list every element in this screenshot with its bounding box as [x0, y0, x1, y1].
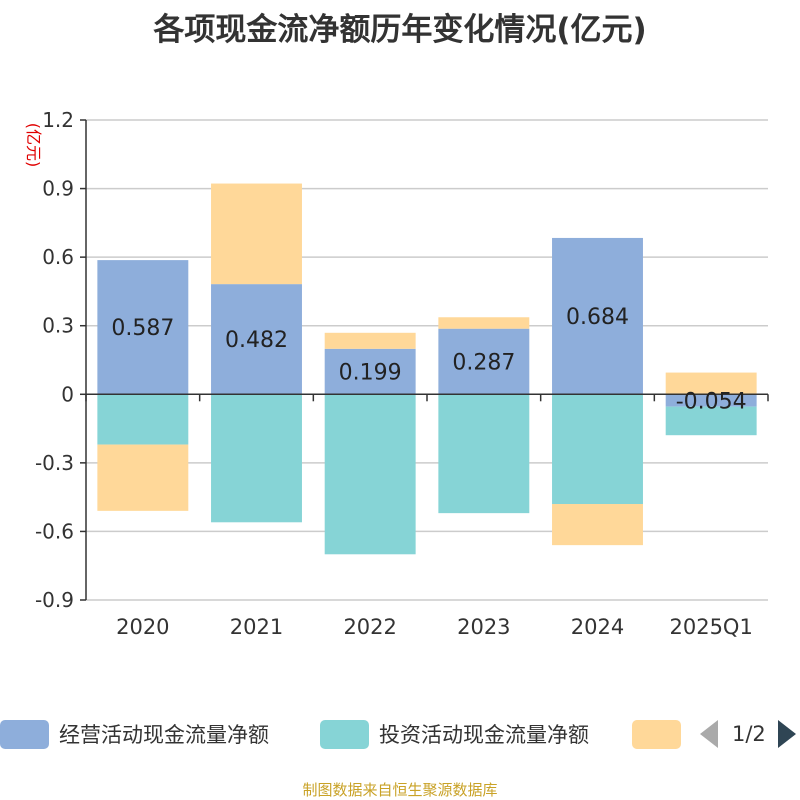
x-tick-label: 2025Q1	[669, 615, 752, 639]
bars	[97, 183, 757, 555]
data-labels: 0.587 0.482 0.199 0.287 0.684 -0.054	[111, 305, 746, 414]
bar-segment-2025Q1-series-2[interactable]	[665, 372, 757, 395]
grid-lines	[86, 119, 768, 601]
legend-swatch-financing	[632, 719, 681, 749]
legend-pager: 1/2	[700, 714, 796, 754]
bar-segment-2021-series-2[interactable]	[211, 183, 302, 285]
x-tick-label: 2022	[343, 615, 396, 639]
bar-segment-2025Q1-series-1[interactable]	[665, 406, 757, 436]
pager-next-icon[interactable]	[777, 720, 796, 748]
data-label-2022: 0.199	[339, 361, 402, 386]
bar-segment-2021-series-1[interactable]	[211, 394, 302, 523]
y-tick-label: -0.6	[35, 519, 74, 543]
y-tick-label: 1.2	[42, 108, 74, 132]
bar-segment-2022-series-1[interactable]	[324, 394, 416, 555]
legend: 经营活动现金流量净额 投资活动现金流量净额	[0, 714, 800, 754]
y-tick-label: 0	[61, 382, 74, 406]
chart-title: 各项现金流净额历年变化情况(亿元)	[153, 12, 647, 48]
bar-segment-2024-series-2[interactable]	[552, 504, 643, 546]
bar-segment-2023-series-1[interactable]	[438, 394, 530, 514]
legend-item-operating[interactable]: 经营活动现金流量净额	[0, 714, 269, 754]
bar-segment-2020-series-0[interactable]	[97, 260, 189, 395]
y-tick-label: -0.9	[35, 588, 74, 612]
bar-segment-2022-series-2[interactable]	[324, 332, 416, 349]
data-label-2020: 0.587	[111, 316, 174, 341]
x-tick-label: 2024	[571, 615, 624, 639]
axes: 1.2 0.9 0.6 0.3 0 -0.3 -0.6 -0.9 2020 2021 2022 202…	[35, 108, 769, 639]
x-tick-label: 2023	[457, 615, 510, 639]
y-tick-label: -0.3	[35, 451, 74, 475]
data-label-2023: 0.287	[452, 350, 515, 375]
bar-segment-2024-series-0[interactable]	[552, 237, 643, 395]
x-tick-label: 2021	[230, 615, 283, 639]
y-tick-label: 0.6	[42, 245, 74, 269]
legend-item-investing[interactable]: 投资活动现金流量净额	[320, 714, 589, 754]
bar-segment-2021-series-0[interactable]	[211, 284, 302, 395]
pager-prev-icon[interactable]	[700, 720, 718, 748]
bar-segment-2023-series-2[interactable]	[438, 317, 530, 329]
bar-segment-2025Q1-series-0[interactable]	[665, 394, 757, 407]
pager-text: 1/2	[732, 722, 766, 746]
bar-segment-2020-series-1[interactable]	[97, 394, 189, 445]
legend-item-financing[interactable]	[632, 714, 681, 754]
legend-label-operating: 经营活动现金流量净额	[59, 723, 269, 747]
data-label-2024: 0.684	[566, 305, 629, 330]
y-axis-unit-label: (亿元)	[24, 123, 43, 168]
y-tick-label: 0.3	[42, 314, 74, 338]
source-note: 制图数据来自恒生聚源数据库	[302, 781, 498, 799]
data-label-2025Q1: -0.054	[676, 389, 747, 414]
stacked-bar-chart: 1.2 0.9 0.6 0.3 0 -0.3 -0.6 -0.9 2020 2021 2022 202…	[24, 108, 769, 639]
bar-segment-2022-series-0[interactable]	[324, 348, 416, 395]
legend-swatch-investing	[320, 719, 369, 749]
legend-label-investing: 投资活动现金流量净额	[379, 723, 589, 747]
y-tick-label: 0.9	[42, 177, 74, 201]
bar-segment-2023-series-0[interactable]	[438, 328, 530, 395]
x-tick-label: 2020	[116, 615, 169, 639]
bar-segment-2020-series-2[interactable]	[97, 444, 189, 511]
legend-swatch-operating	[0, 719, 49, 749]
data-label-2021: 0.482	[225, 328, 288, 353]
bar-segment-2024-series-1[interactable]	[552, 394, 643, 504]
